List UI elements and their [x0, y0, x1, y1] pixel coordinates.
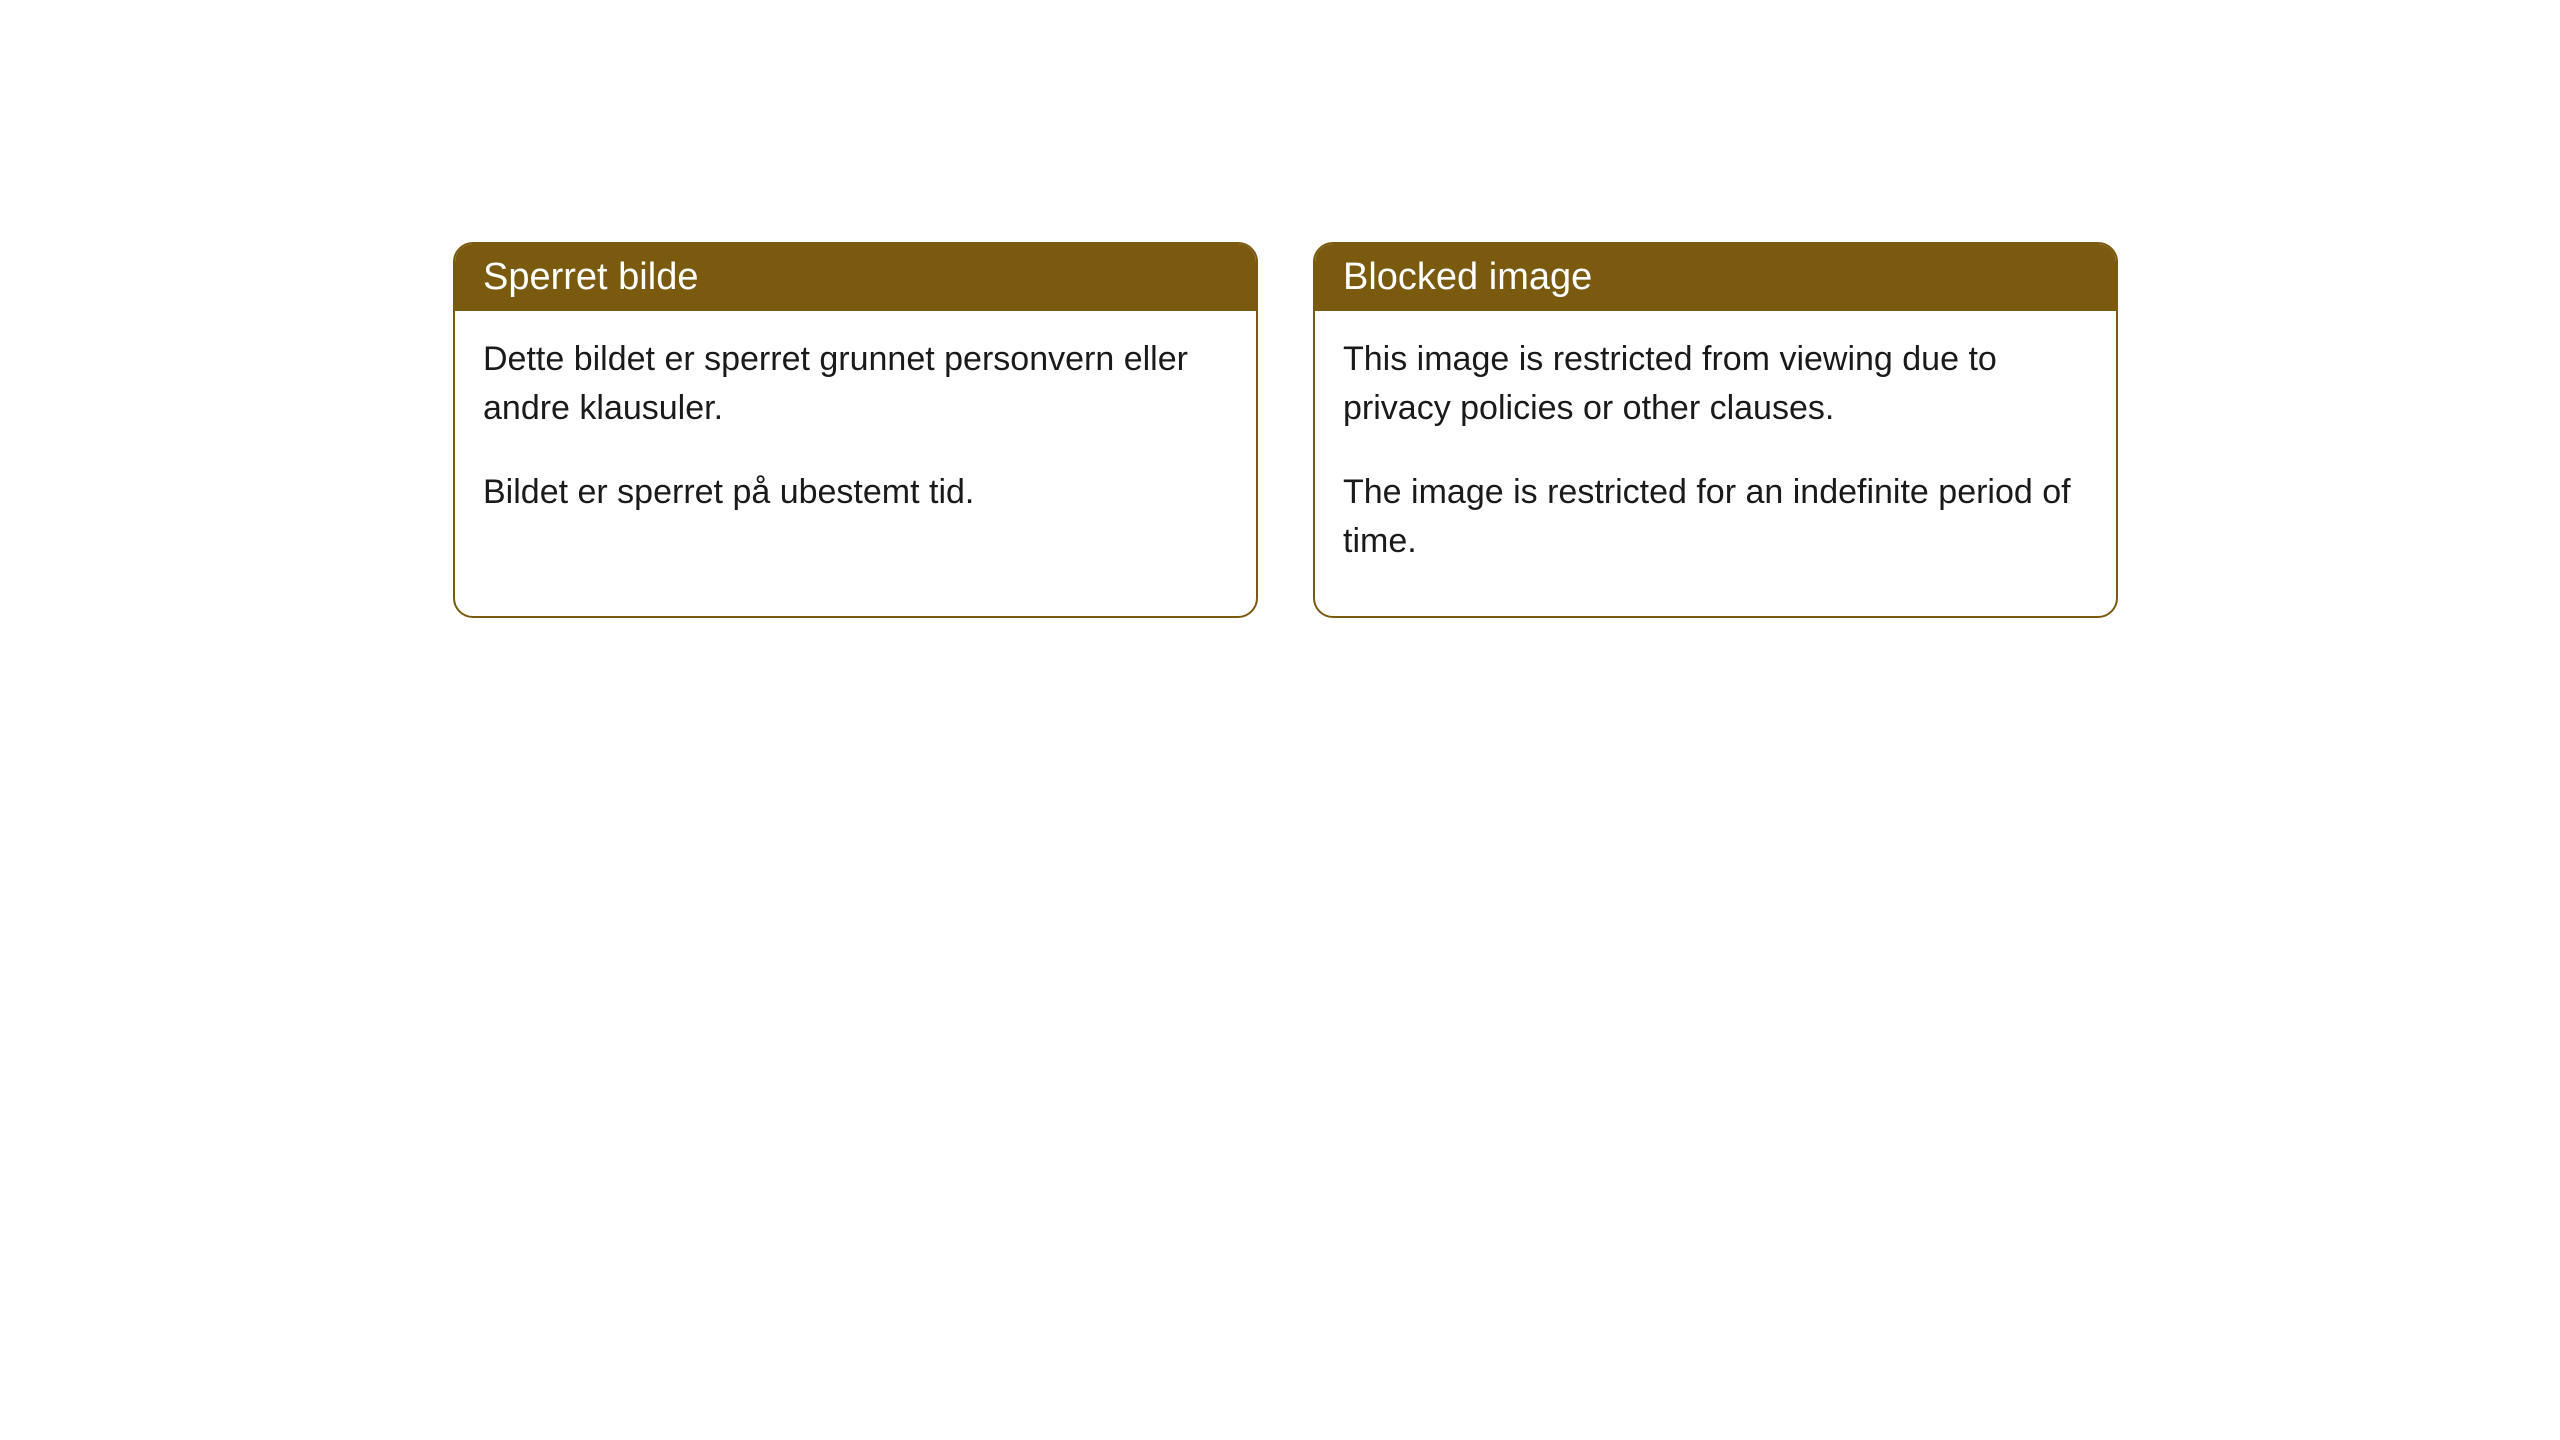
card-english: Blocked image This image is restricted f… [1313, 242, 2118, 618]
card-title: Sperret bilde [483, 256, 698, 298]
card-header-english: Blocked image [1315, 244, 2116, 311]
card-paragraph: Dette bildet er sperret grunnet personve… [483, 335, 1228, 434]
card-paragraph: The image is restricted for an indefinit… [1343, 468, 2088, 567]
card-paragraph: Bildet er sperret på ubestemt tid. [483, 468, 1228, 517]
card-body-norwegian: Dette bildet er sperret grunnet personve… [455, 311, 1256, 567]
card-body-english: This image is restricted from viewing du… [1315, 311, 2116, 616]
card-header-norwegian: Sperret bilde [455, 244, 1256, 311]
card-norwegian: Sperret bilde Dette bildet er sperret gr… [453, 242, 1258, 618]
cards-container: Sperret bilde Dette bildet er sperret gr… [453, 242, 2560, 618]
card-title: Blocked image [1343, 256, 1592, 298]
card-paragraph: This image is restricted from viewing du… [1343, 335, 2088, 434]
